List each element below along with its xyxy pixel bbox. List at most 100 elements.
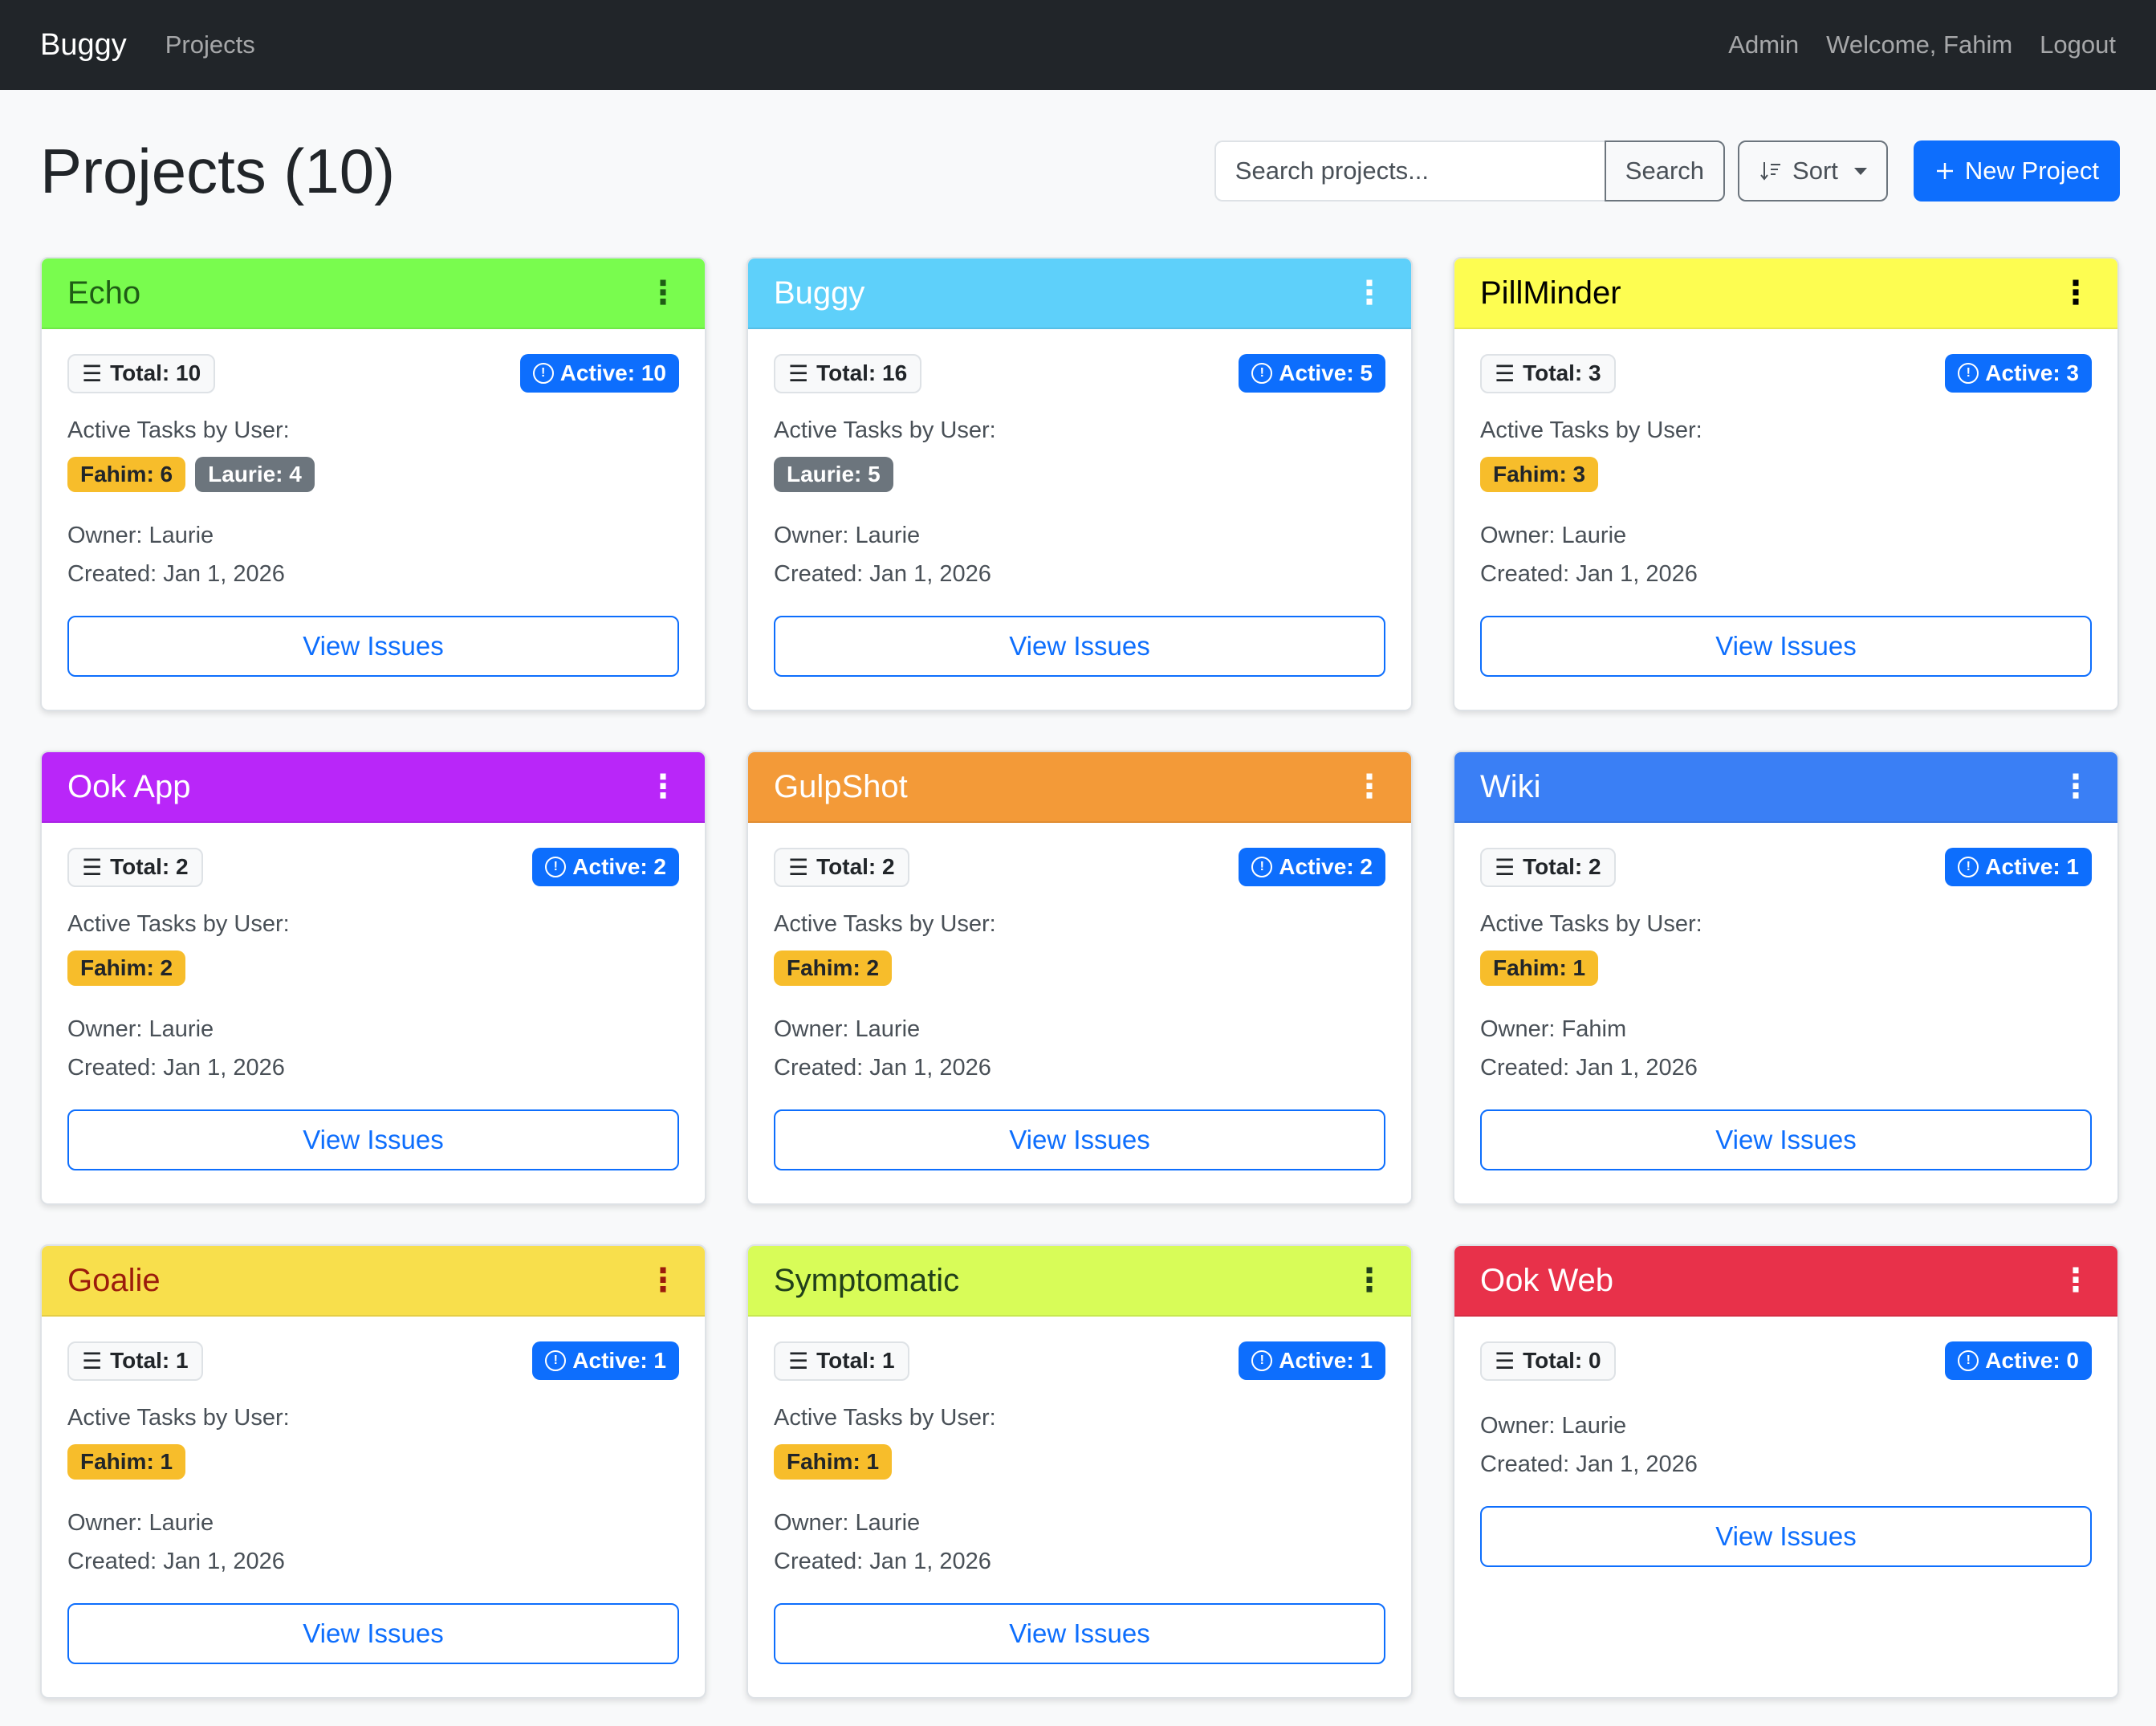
total-count: Total: 2	[816, 854, 895, 879]
kebab-menu-icon[interactable]: ⋮	[1353, 769, 1385, 804]
list-icon: ☰	[788, 1348, 809, 1374]
total-badge: ☰ Total: 16	[774, 353, 922, 393]
project-card: Goalie ⋮ ☰ Total: 1 ! Active: 1 Active T…	[40, 1244, 706, 1699]
project-meta: Owner: Laurie Created: Jan 1, 2026	[1480, 1406, 2092, 1484]
view-issues-button[interactable]: View Issues	[1480, 1109, 2092, 1170]
owner-text: Owner: Laurie	[67, 1016, 214, 1042]
list-icon: ☰	[82, 360, 103, 386]
total-badge: ☰ Total: 1	[774, 1341, 909, 1381]
nav-admin-link[interactable]: Admin	[1728, 31, 1800, 59]
project-grid: Echo ⋮ ☰ Total: 10 ! Active: 10 Active T…	[40, 257, 2119, 1699]
card-body: ☰ Total: 2 ! Active: 2 Active Tasks by U…	[748, 823, 1411, 1195]
card-header: Wiki ⋮	[1454, 752, 2117, 823]
sort-button[interactable]: Sort	[1738, 140, 1888, 202]
count-row: ☰ Total: 2 ! Active: 2	[774, 847, 1385, 887]
view-issues-button[interactable]: View Issues	[67, 1109, 679, 1170]
count-row: ☰ Total: 3 ! Active: 3	[1480, 353, 2092, 393]
alert-circle-icon: !	[1251, 363, 1273, 384]
project-name[interactable]: Wiki	[1480, 768, 1541, 804]
welcome-text: Welcome, Fahim	[1826, 31, 2013, 59]
project-name[interactable]: Ook App	[67, 768, 191, 804]
total-badge: ☰ Total: 2	[774, 847, 909, 887]
active-tasks-label: Active Tasks by User:	[774, 1405, 996, 1431]
view-issues-button[interactable]: View Issues	[774, 1603, 1385, 1664]
card-body: ☰ Total: 2 ! Active: 2 Active Tasks by U…	[42, 823, 705, 1195]
active-count: Active: 5	[1279, 360, 1373, 385]
project-meta: Owner: Laurie Created: Jan 1, 2026	[1480, 516, 2092, 593]
card-header: Symptomatic ⋮	[748, 1246, 1411, 1317]
created-text: Created: Jan 1, 2026	[67, 561, 285, 587]
active-badge: ! Active: 1	[1945, 848, 2092, 886]
kebab-menu-icon[interactable]: ⋮	[2060, 1263, 2092, 1298]
view-issues-button[interactable]: View Issues	[774, 616, 1385, 677]
active-tasks-label: Active Tasks by User:	[1480, 417, 1702, 443]
total-badge: ☰ Total: 1	[67, 1341, 203, 1381]
kebab-menu-icon[interactable]: ⋮	[2060, 275, 2092, 311]
chevron-down-icon	[1853, 167, 1867, 175]
card-body: ☰ Total: 16 ! Active: 5 Active Tasks by …	[748, 329, 1411, 701]
view-issues-button[interactable]: View Issues	[67, 616, 679, 677]
kebab-menu-icon[interactable]: ⋮	[1353, 1263, 1385, 1298]
project-name[interactable]: Echo	[67, 275, 141, 311]
project-name[interactable]: Ook Web	[1480, 1262, 1613, 1298]
new-project-button[interactable]: New Project	[1913, 140, 2120, 202]
user-badges: Fahim: 1	[1480, 951, 2092, 986]
active-tasks-label: Active Tasks by User:	[67, 417, 290, 443]
user-task-badge: Fahim: 1	[67, 1444, 186, 1480]
project-card: Symptomatic ⋮ ☰ Total: 1 ! Active: 1 Act…	[746, 1244, 1413, 1699]
project-name[interactable]: GulpShot	[774, 768, 908, 804]
project-meta: Owner: Laurie Created: Jan 1, 2026	[774, 1504, 1385, 1581]
view-issues-button[interactable]: View Issues	[774, 1109, 1385, 1170]
alert-circle-icon: !	[532, 363, 554, 384]
project-card: Ook Web ⋮ ☰ Total: 0 ! Active: 0 Owner: …	[1453, 1244, 2119, 1699]
navbar: Buggy Projects Admin Welcome, Fahim Logo…	[0, 0, 2156, 90]
active-badge: ! Active: 10	[519, 354, 679, 393]
brand-logo[interactable]: Buggy	[40, 27, 127, 62]
logout-link[interactable]: Logout	[2040, 31, 2116, 59]
project-meta: Owner: Laurie Created: Jan 1, 2026	[774, 1010, 1385, 1087]
card-header: Echo ⋮	[42, 258, 705, 329]
created-text: Created: Jan 1, 2026	[774, 1055, 991, 1081]
view-issues-button[interactable]: View Issues	[67, 1603, 679, 1664]
kebab-menu-icon[interactable]: ⋮	[647, 1263, 679, 1298]
nav-projects-link[interactable]: Projects	[165, 31, 255, 59]
owner-text: Owner: Laurie	[774, 1510, 921, 1536]
user-task-badge: Fahim: 2	[67, 951, 186, 986]
project-name[interactable]: PillMinder	[1480, 275, 1621, 311]
list-icon: ☰	[1495, 1348, 1515, 1374]
card-header: GulpShot ⋮	[748, 752, 1411, 823]
active-tasks-label: Active Tasks by User:	[774, 911, 996, 937]
plus-icon	[1936, 163, 1953, 179]
owner-text: Owner: Laurie	[1480, 1413, 1627, 1439]
created-text: Created: Jan 1, 2026	[67, 1549, 285, 1574]
search-input[interactable]	[1214, 140, 1605, 202]
nav-right: Admin Welcome, Fahim Logout	[1728, 31, 2116, 59]
page-title: Projects (10)	[40, 136, 396, 206]
project-meta: Owner: Laurie Created: Jan 1, 2026	[67, 1504, 679, 1581]
project-name[interactable]: Symptomatic	[774, 1262, 960, 1298]
card-body: ☰ Total: 1 ! Active: 1 Active Tasks by U…	[748, 1317, 1411, 1688]
view-issues-button[interactable]: View Issues	[1480, 616, 2092, 677]
active-count: Active: 10	[559, 360, 666, 385]
kebab-menu-icon[interactable]: ⋮	[1353, 275, 1385, 311]
kebab-menu-icon[interactable]: ⋮	[647, 275, 679, 311]
card-header: Ook Web ⋮	[1454, 1246, 2117, 1317]
count-row: ☰ Total: 0 ! Active: 0	[1480, 1341, 2092, 1381]
kebab-menu-icon[interactable]: ⋮	[647, 769, 679, 804]
user-task-badge: Fahim: 2	[774, 951, 893, 986]
owner-text: Owner: Laurie	[774, 1016, 921, 1042]
count-row: ☰ Total: 10 ! Active: 10	[67, 353, 679, 393]
user-task-badge: Fahim: 3	[1480, 457, 1599, 492]
project-name[interactable]: Goalie	[67, 1262, 161, 1298]
user-badges: Laurie: 5	[774, 457, 1385, 492]
kebab-menu-icon[interactable]: ⋮	[2060, 769, 2092, 804]
count-row: ☰ Total: 1 ! Active: 1	[774, 1341, 1385, 1381]
total-badge: ☰ Total: 10	[67, 353, 216, 393]
project-card: Buggy ⋮ ☰ Total: 16 ! Active: 5 Active T…	[746, 257, 1413, 711]
project-name[interactable]: Buggy	[774, 275, 865, 311]
active-badge: ! Active: 5	[1239, 354, 1385, 393]
search-button[interactable]: Search	[1604, 140, 1726, 202]
alert-circle-icon: !	[1958, 363, 1979, 384]
view-issues-button[interactable]: View Issues	[1480, 1506, 2092, 1567]
user-badges: Fahim: 1	[774, 1444, 1385, 1480]
